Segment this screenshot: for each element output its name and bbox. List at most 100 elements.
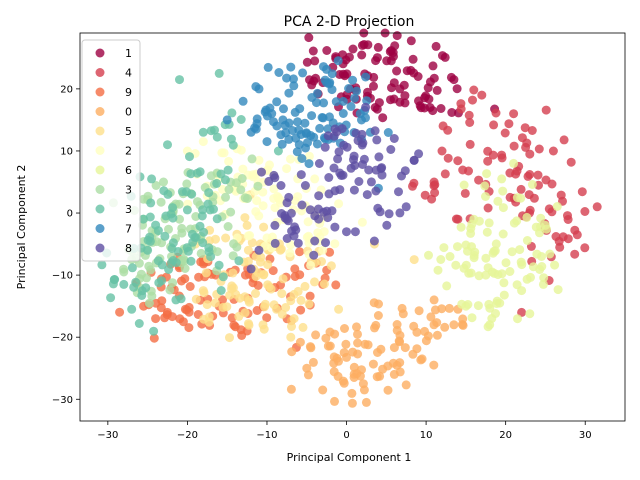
data-point-8 bbox=[370, 126, 380, 136]
legend-label-2: 2 bbox=[125, 145, 132, 158]
data-point-6 bbox=[466, 228, 476, 238]
data-point-0 bbox=[353, 329, 362, 339]
data-point-2 bbox=[258, 187, 268, 197]
data-point-8 bbox=[349, 151, 359, 161]
x-axis: −30 −20 −10 0 10 20 30 bbox=[97, 421, 592, 441]
data-point-5 bbox=[298, 322, 308, 332]
data-point-3 bbox=[198, 127, 208, 137]
data-point-8 bbox=[349, 185, 359, 195]
data-point-6 bbox=[463, 246, 472, 256]
data-point-0 bbox=[305, 342, 315, 352]
data-point-6 bbox=[552, 202, 562, 211]
data-point-4 bbox=[429, 177, 439, 187]
data-point-2 bbox=[258, 201, 268, 211]
x-tick-label: 10 bbox=[420, 430, 433, 441]
data-point-9 bbox=[194, 272, 204, 282]
data-point-1 bbox=[431, 41, 441, 51]
data-point-6 bbox=[482, 169, 492, 179]
data-point-8 bbox=[324, 189, 334, 199]
data-point-7 bbox=[331, 97, 341, 107]
data-point-1 bbox=[432, 85, 442, 95]
data-point-4 bbox=[469, 85, 479, 95]
data-point-6 bbox=[507, 247, 517, 257]
data-point-9 bbox=[290, 264, 300, 274]
data-point-7 bbox=[322, 78, 332, 88]
data-point-6 bbox=[497, 269, 507, 279]
data-point-3 bbox=[164, 224, 173, 234]
legend-marker-3 bbox=[95, 204, 105, 214]
data-point-3 bbox=[141, 283, 151, 293]
data-point-7 bbox=[297, 154, 307, 163]
data-point-6 bbox=[498, 186, 508, 196]
data-point-7 bbox=[318, 113, 328, 123]
data-point-7 bbox=[272, 97, 282, 107]
data-point-6 bbox=[545, 249, 555, 259]
data-point-6 bbox=[505, 267, 515, 276]
data-point-6 bbox=[469, 214, 479, 224]
data-point-3 bbox=[198, 205, 208, 215]
data-point-5 bbox=[286, 332, 296, 342]
data-point-1 bbox=[372, 104, 382, 114]
data-point-1 bbox=[408, 54, 418, 64]
data-point-5 bbox=[269, 300, 279, 310]
data-point-5 bbox=[326, 261, 336, 271]
data-point-4 bbox=[430, 188, 440, 198]
x-tick-label: 30 bbox=[579, 430, 592, 441]
data-point-7 bbox=[286, 62, 296, 72]
data-point-9 bbox=[296, 305, 306, 315]
data-point-0 bbox=[417, 354, 427, 364]
x-tick-label: 20 bbox=[499, 430, 512, 441]
data-point-5 bbox=[296, 295, 306, 305]
data-point-0 bbox=[360, 339, 370, 349]
data-point-9 bbox=[151, 314, 161, 324]
data-point-6 bbox=[553, 285, 563, 295]
data-point-2 bbox=[306, 260, 316, 270]
data-point-5 bbox=[259, 222, 269, 232]
data-point-6 bbox=[499, 290, 509, 300]
data-point-0 bbox=[295, 337, 305, 347]
legend-marker-8 bbox=[95, 243, 105, 253]
data-point-8 bbox=[372, 135, 382, 145]
data-point-8 bbox=[254, 245, 264, 255]
data-point-0 bbox=[440, 322, 450, 332]
data-point-8 bbox=[335, 168, 345, 178]
data-point-6 bbox=[522, 236, 532, 245]
data-point-6 bbox=[424, 250, 433, 260]
data-point-5 bbox=[218, 302, 228, 312]
data-point-5 bbox=[221, 233, 231, 243]
data-point-8 bbox=[357, 129, 367, 139]
legend-marker-1 bbox=[95, 48, 105, 58]
data-point-7 bbox=[262, 111, 272, 121]
data-point-5 bbox=[304, 299, 314, 309]
data-point-8 bbox=[300, 181, 310, 190]
data-point-8 bbox=[394, 187, 403, 197]
data-point-6 bbox=[461, 301, 471, 311]
data-point-0 bbox=[389, 343, 399, 353]
data-point-9 bbox=[262, 313, 272, 323]
data-point-6 bbox=[493, 196, 503, 206]
data-point-8 bbox=[364, 165, 374, 175]
data-point-5 bbox=[251, 289, 260, 298]
data-point-0 bbox=[373, 348, 382, 357]
x-tick-label: −30 bbox=[97, 430, 118, 441]
data-point-6 bbox=[498, 229, 508, 239]
data-point-1 bbox=[436, 104, 446, 113]
data-point-7 bbox=[303, 138, 312, 148]
data-point-1 bbox=[335, 70, 345, 79]
data-point-8 bbox=[400, 166, 410, 176]
data-point-4 bbox=[559, 135, 569, 145]
data-point-6 bbox=[550, 260, 560, 270]
data-point-1 bbox=[311, 73, 321, 83]
data-point-4 bbox=[570, 249, 580, 259]
data-point-8 bbox=[257, 167, 266, 177]
data-point-3 bbox=[146, 265, 156, 275]
data-point-3 bbox=[212, 247, 222, 257]
data-point-7 bbox=[333, 56, 343, 66]
data-point-8 bbox=[384, 209, 394, 219]
data-point-8 bbox=[366, 177, 376, 187]
data-point-4 bbox=[483, 156, 493, 166]
data-point-7 bbox=[284, 88, 294, 98]
data-point-3 bbox=[127, 263, 137, 273]
data-point-0 bbox=[458, 314, 468, 324]
data-point-4 bbox=[580, 243, 590, 253]
